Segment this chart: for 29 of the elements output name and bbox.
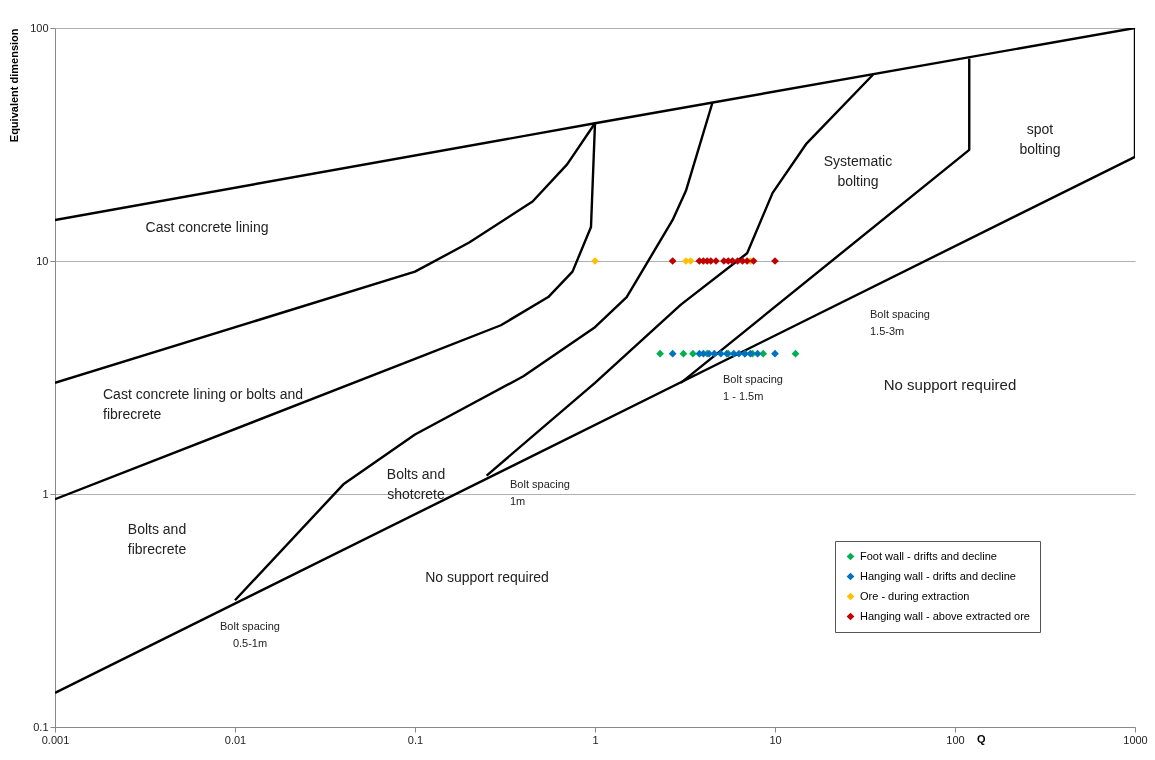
x-tick-label: 0.1 (407, 733, 424, 746)
annotation: Bolt spacing 1m (510, 478, 570, 507)
annotation: Bolt spacing 1.5-3m (870, 308, 930, 337)
x-tick-label: 100 (946, 733, 965, 746)
annotation: spot bolting (1019, 121, 1061, 157)
y-axis-title: Equivalent dimension (8, 28, 21, 143)
x-tick-label: 1 (592, 733, 599, 746)
legend-label: Hanging wall - drifts and decline (860, 569, 1016, 582)
x-tick-label: 1000 (1123, 733, 1148, 746)
legend-label: Hanging wall - above extracted ore (860, 609, 1030, 622)
annotation: Bolt spacing 0.5-1m (220, 620, 280, 649)
x-axis-title: Q (976, 732, 986, 745)
annotation: Systematic bolting (823, 153, 893, 189)
legend-label: Ore - during extraction (860, 589, 970, 602)
annotation: No support required (883, 376, 1017, 393)
annotation: No support required (425, 569, 549, 585)
annotation: Cast concrete lining or bolts and fibrecrete (103, 386, 303, 422)
x-tick-label: 0.01 (224, 733, 247, 746)
y-tick-label: 0.1 (33, 720, 49, 733)
annotation: Bolt spacing 1 - 1.5m (723, 373, 783, 402)
x-tick-label: 10 (769, 733, 782, 746)
annotation: Bolts and shotcrete (386, 466, 446, 502)
y-tick-label: 10 (36, 254, 49, 267)
annotation: Bolts and fibrecrete (127, 521, 187, 557)
annotation: Cast concrete lining (145, 219, 269, 235)
y-tick-label: 100 (30, 21, 49, 34)
x-tick-label: 0.001 (41, 733, 70, 746)
legend-label: Foot wall - drifts and decline (860, 549, 997, 562)
y-tick-label: 1 (42, 487, 49, 500)
